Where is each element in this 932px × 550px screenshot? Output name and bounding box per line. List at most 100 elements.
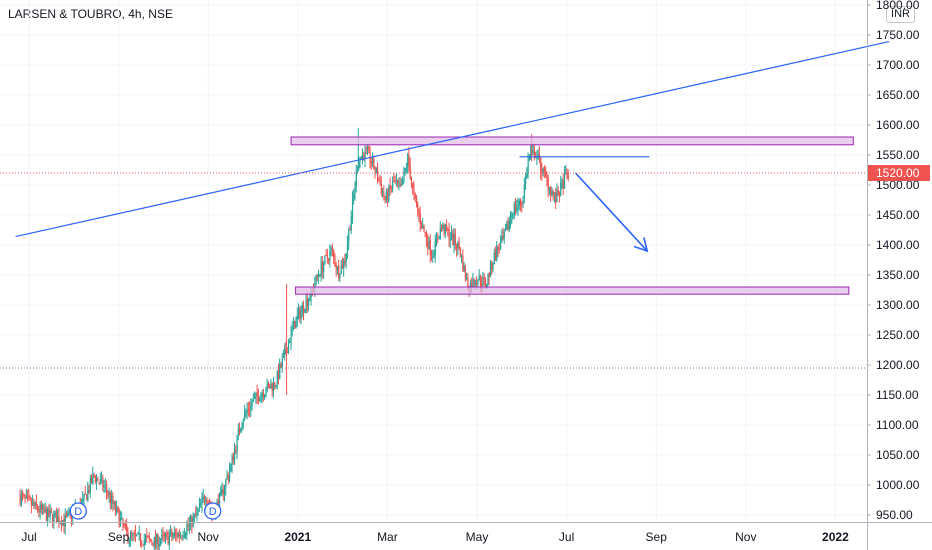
candle-up bbox=[252, 398, 255, 403]
currency-label[interactable]: INR bbox=[886, 6, 915, 23]
arrow-head bbox=[633, 237, 649, 253]
candle-down bbox=[35, 502, 38, 506]
support-zone[interactable] bbox=[295, 286, 850, 295]
candle-down bbox=[247, 410, 250, 412]
candle-down bbox=[498, 248, 500, 250]
candle-up bbox=[96, 478, 98, 482]
candle-up bbox=[290, 330, 292, 344]
dividend-marker-icon[interactable] bbox=[69, 502, 87, 520]
candle-up bbox=[405, 166, 408, 169]
candle-down bbox=[123, 524, 125, 526]
candle-down bbox=[131, 533, 133, 535]
candle-down bbox=[387, 192, 389, 201]
candle-up bbox=[516, 207, 518, 211]
candle-up bbox=[99, 479, 102, 482]
candle-down bbox=[37, 506, 39, 511]
candle-down bbox=[555, 192, 557, 203]
candle-up bbox=[34, 501, 36, 507]
candle-down bbox=[27, 495, 29, 497]
candle-up bbox=[226, 476, 228, 479]
candle-up bbox=[392, 181, 394, 190]
candle-up bbox=[255, 392, 257, 396]
candle-up bbox=[89, 478, 91, 492]
candle-up bbox=[202, 496, 204, 499]
candle-up bbox=[144, 537, 147, 541]
candle-down bbox=[430, 253, 433, 257]
candle-down bbox=[118, 509, 120, 525]
candle-up bbox=[250, 403, 252, 410]
candle-down bbox=[497, 246, 499, 250]
candle-down bbox=[286, 351, 288, 353]
candle-down bbox=[380, 183, 383, 194]
candle-up bbox=[192, 516, 194, 526]
candle-up bbox=[477, 280, 479, 285]
candle-down bbox=[117, 506, 119, 511]
candle-up bbox=[506, 223, 508, 230]
candle-up bbox=[218, 493, 221, 508]
candle-down bbox=[507, 223, 509, 229]
arrow-shaft[interactable] bbox=[574, 172, 648, 252]
candles bbox=[19, 128, 569, 550]
candle-down bbox=[418, 210, 420, 215]
candle-up bbox=[398, 183, 400, 185]
candle-down bbox=[331, 247, 334, 252]
candle-up bbox=[260, 394, 262, 401]
candle-down bbox=[437, 238, 439, 240]
price-tick-label: 1350.00 bbox=[876, 268, 920, 282]
candle-down bbox=[502, 235, 504, 238]
candle-up bbox=[403, 171, 405, 183]
time-tick-label: Sep bbox=[646, 530, 668, 544]
resistance-zone[interactable] bbox=[290, 136, 854, 146]
candle-up bbox=[161, 534, 163, 540]
candle-down bbox=[277, 371, 280, 379]
candle-up bbox=[474, 283, 477, 285]
candle-down bbox=[420, 222, 423, 229]
candle-down bbox=[146, 536, 148, 538]
candle-up bbox=[180, 534, 182, 536]
candle-down bbox=[294, 321, 296, 329]
candle-down bbox=[446, 224, 448, 231]
candle-down bbox=[484, 279, 487, 287]
trend-line[interactable] bbox=[15, 41, 890, 238]
candle-down bbox=[370, 161, 372, 164]
candle-up bbox=[319, 275, 321, 277]
candle-down bbox=[52, 513, 54, 523]
candle-down bbox=[456, 244, 458, 249]
candle-down bbox=[191, 517, 193, 527]
candle-down bbox=[257, 395, 260, 402]
dividend-marker-icon[interactable] bbox=[204, 502, 222, 520]
candle-up bbox=[186, 525, 188, 534]
dividend-marker-label: D bbox=[209, 506, 217, 518]
candle-up bbox=[542, 168, 544, 173]
dividend-marker-label: D bbox=[74, 506, 82, 518]
candle-down bbox=[414, 193, 416, 199]
candle-up bbox=[67, 513, 69, 516]
candle-down bbox=[538, 153, 541, 159]
price-tick-label: 1000.00 bbox=[876, 478, 920, 492]
candle-down bbox=[412, 183, 414, 188]
candle-down bbox=[476, 283, 478, 285]
candle-up bbox=[121, 517, 123, 519]
candle-down bbox=[479, 276, 482, 285]
candle-up bbox=[116, 507, 118, 512]
candle-up bbox=[355, 171, 357, 187]
candle-up bbox=[493, 252, 495, 265]
candle-down bbox=[459, 247, 462, 258]
candle-down bbox=[543, 167, 546, 171]
candle-down bbox=[141, 542, 143, 544]
candle-down bbox=[494, 251, 497, 259]
candle-down bbox=[408, 154, 410, 167]
candle-down bbox=[155, 537, 157, 543]
candle-up bbox=[230, 464, 232, 471]
candle-down bbox=[65, 514, 68, 516]
candle-up bbox=[501, 236, 503, 242]
candle-up bbox=[197, 508, 199, 510]
candle-down bbox=[547, 178, 549, 190]
candle-up bbox=[185, 533, 187, 536]
price-tick-label: 1050.00 bbox=[876, 448, 920, 462]
candle-up bbox=[522, 198, 524, 204]
candle-up bbox=[525, 176, 527, 185]
candle-down bbox=[148, 536, 150, 539]
